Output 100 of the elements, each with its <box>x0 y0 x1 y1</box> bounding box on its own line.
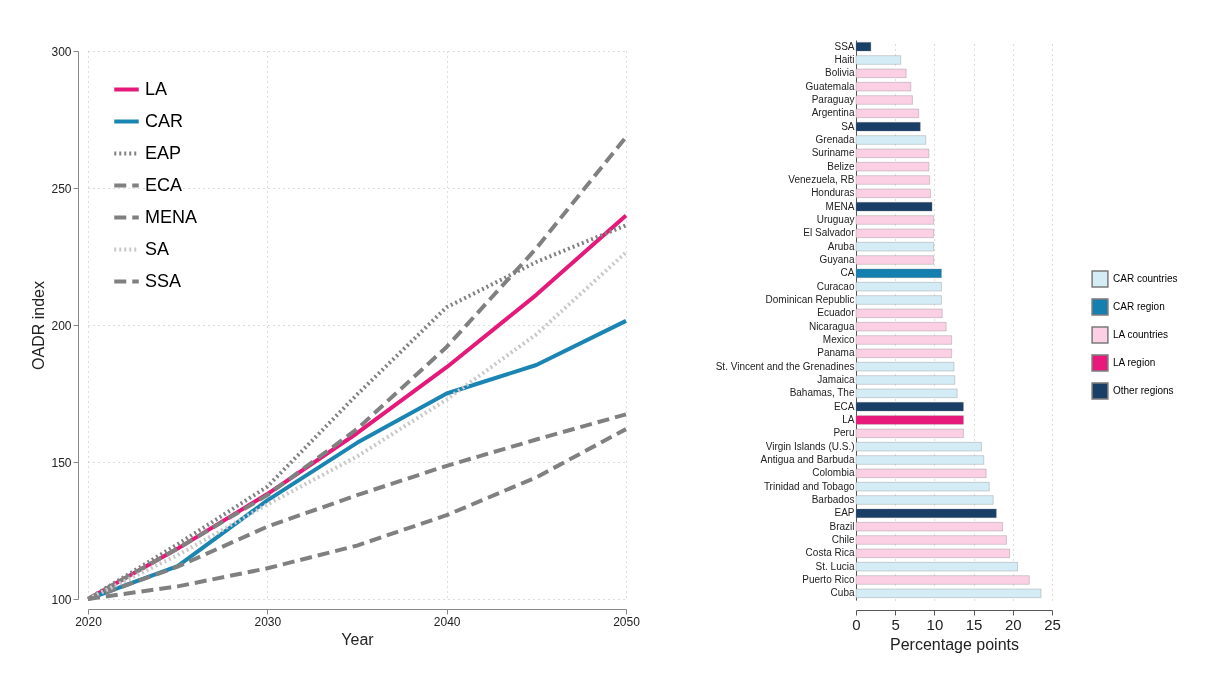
bar <box>855 335 953 345</box>
y-tick-label: Bahamas, The <box>789 387 855 399</box>
y-tick-label: SSA <box>834 40 855 52</box>
y-tick-label: MENA <box>825 200 855 212</box>
y-tick-label: LA <box>842 414 855 425</box>
x-axis-title: Percentage points <box>890 635 1019 653</box>
y-tick-label: Antigua and Barbuda <box>760 454 855 465</box>
y-tick-label: SA <box>841 120 855 132</box>
bar <box>855 401 964 412</box>
y-tick-label: Costa Rica <box>805 547 855 559</box>
bar <box>855 295 942 305</box>
bar <box>855 255 935 265</box>
x-tick-label: 5 <box>891 615 900 633</box>
y-tick-label: Trinidad and Tobago <box>763 480 855 492</box>
legend-label: LA countries <box>1113 329 1169 340</box>
legend-label: SSA <box>145 270 182 291</box>
legend-label: CAR <box>145 110 184 131</box>
bar <box>855 108 920 119</box>
y-tick-label: Uruguay <box>816 214 855 225</box>
x-tick-label: 2030 <box>254 614 282 629</box>
y-tick-label: Paraguay <box>811 94 855 105</box>
y-tick-label: Belize <box>827 160 855 172</box>
y-tick-label: Cuba <box>830 587 855 599</box>
y-tick-label: Honduras <box>811 187 855 199</box>
bar <box>855 268 942 279</box>
x-tick-label: 0 <box>852 615 861 633</box>
bar <box>855 41 872 52</box>
x-tick-label: 20 <box>1004 615 1022 633</box>
bar <box>855 95 913 105</box>
bar <box>855 428 964 439</box>
y-tick-label: 250 <box>51 181 72 196</box>
y-tick-label: CA <box>840 267 855 279</box>
y-tick-label: Ecuador <box>817 307 856 319</box>
bar <box>855 135 927 145</box>
legend-label: SA <box>145 238 170 259</box>
x-tick-label: 25 <box>1044 615 1061 633</box>
bar <box>855 561 1018 572</box>
bar <box>855 281 942 292</box>
y-tick-label: 150 <box>51 455 72 470</box>
bar <box>855 148 930 159</box>
bar <box>855 161 930 172</box>
bar <box>855 415 964 425</box>
bar <box>855 481 990 492</box>
x-tick-label: 2020 <box>75 614 103 629</box>
y-tick-label: Argentina <box>811 107 855 119</box>
bar <box>855 348 953 359</box>
bar <box>855 321 947 332</box>
bar <box>855 55 902 65</box>
y-tick-label: Chile <box>831 534 855 545</box>
y-tick-label: 300 <box>51 44 72 59</box>
bar <box>855 175 931 185</box>
y-tick-label: St. Vincent and the Grenadines <box>715 360 855 372</box>
bar <box>855 548 1011 559</box>
y-tick-label: 100 <box>51 592 72 607</box>
y-tick-label: Panama <box>817 347 855 359</box>
bar <box>855 121 921 132</box>
bar <box>855 495 994 505</box>
y-tick-label: 200 <box>51 318 72 333</box>
bar <box>855 441 982 452</box>
legend-label: MENA <box>145 206 198 227</box>
x-tick-label: 2040 <box>433 614 461 629</box>
y-tick-label: El Salvador <box>803 227 856 239</box>
y-tick-label: Grenada <box>815 134 855 145</box>
bar <box>855 228 935 239</box>
y-tick-label: ECA <box>833 400 855 412</box>
y-tick-label: Virgin Islands (U.S.) <box>765 440 855 452</box>
y-tick-label: Nicaragua <box>808 320 855 332</box>
bar <box>855 361 955 372</box>
bar <box>855 308 943 319</box>
bar <box>855 68 907 79</box>
bar <box>855 588 1042 599</box>
legend-label: CAR region <box>1113 301 1165 312</box>
y-tick-label: Suriname <box>811 147 855 159</box>
legend-label: ECA <box>145 174 183 195</box>
y-tick-label: Guyana <box>819 254 855 265</box>
legend-label: EAP <box>145 142 182 163</box>
bar <box>855 508 997 519</box>
y-tick-label: Dominican Republic <box>765 294 855 305</box>
y-tick-label: Haiti <box>834 54 855 65</box>
y-tick-label: Guatemala <box>805 80 855 92</box>
y-tick-label: EAP <box>834 507 855 519</box>
bar <box>855 375 956 385</box>
legend-label: Other regions <box>1113 385 1174 396</box>
bar <box>855 455 985 465</box>
y-tick-label: Curacao <box>816 280 855 292</box>
y-tick-label: St. Lucia <box>815 560 855 572</box>
y-tick-label: Mexico <box>822 334 855 345</box>
bar <box>855 188 931 199</box>
x-tick-label: 15 <box>965 615 983 633</box>
y-tick-label: Barbados <box>811 494 855 505</box>
bar <box>855 215 935 225</box>
legend-label: CAR countries <box>1113 273 1178 284</box>
y-tick-label: Jamaica <box>817 374 855 385</box>
y-tick-label: Puerto Rico <box>802 574 855 585</box>
x-tick-label: 10 <box>926 615 944 633</box>
x-tick-label: 2050 <box>613 614 641 629</box>
legend-label: LA <box>145 78 168 99</box>
y-tick-label: Brazil <box>829 520 855 532</box>
bar <box>855 241 935 252</box>
y-tick-label: Venezuela, RB <box>788 174 855 185</box>
